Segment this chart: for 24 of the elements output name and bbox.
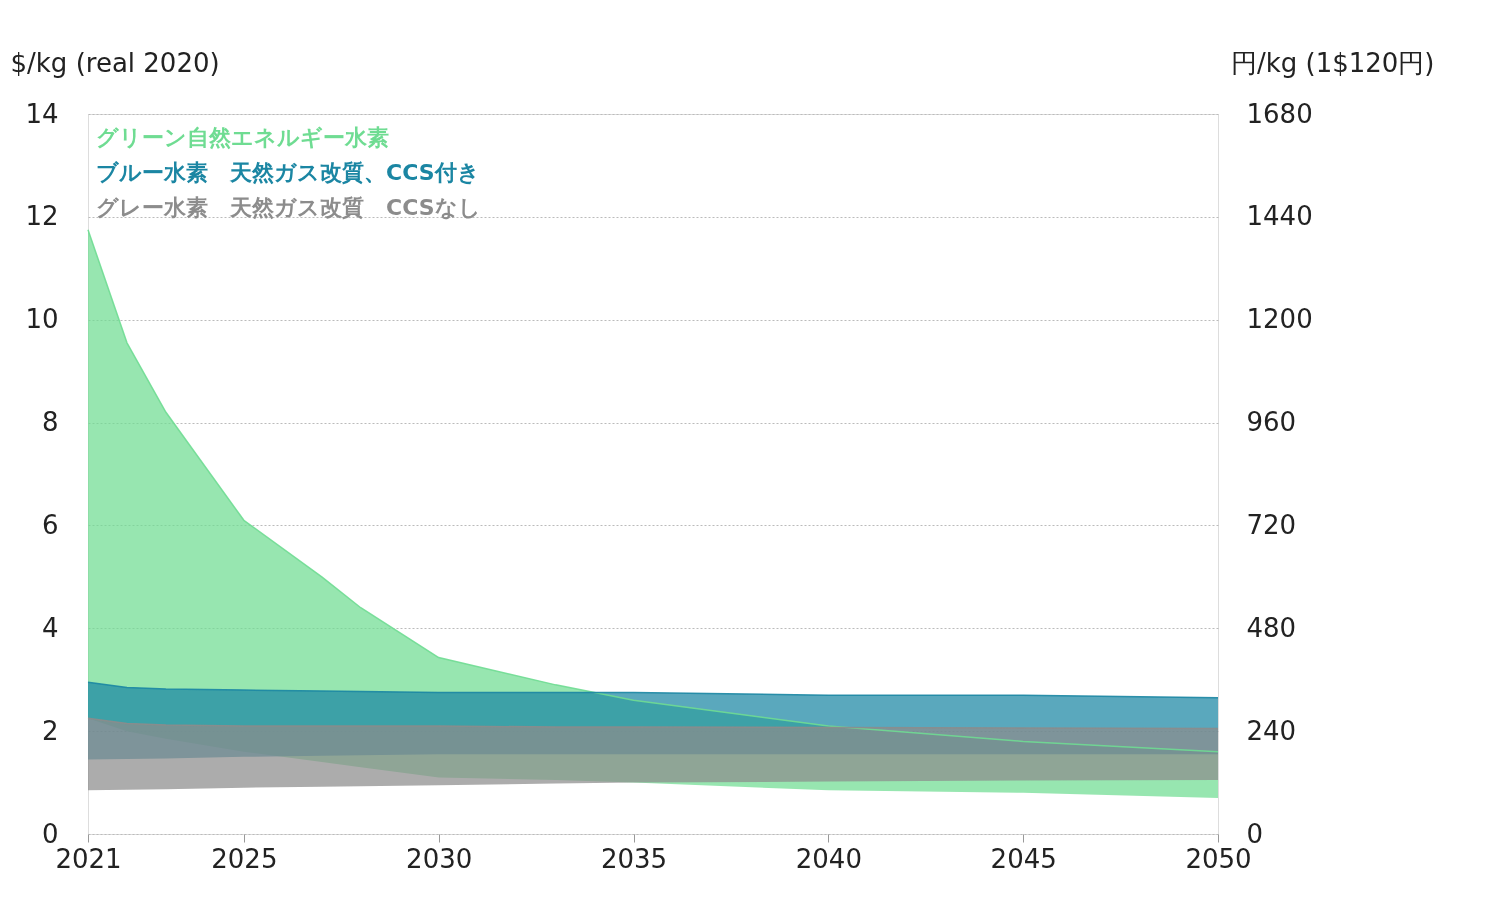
y2-tick-label: 1440 <box>1246 201 1313 232</box>
text: グリーン自然エネルギー水素 <box>96 125 389 150</box>
y2-tick-label: 240 <box>1246 715 1297 746</box>
y-tick-label: 4 <box>41 612 59 643</box>
y-tick-label: 6 <box>41 509 59 540</box>
x-tick-label: 2040 <box>795 843 862 874</box>
y2-tick-label: 1680 <box>1246 98 1313 129</box>
y-tick-label: 12 <box>25 201 59 232</box>
y2-tick-label: 480 <box>1246 612 1297 643</box>
y-tick-label: 8 <box>41 407 59 438</box>
y2-tick-label: 720 <box>1246 509 1297 540</box>
y-tick-label: 14 <box>25 98 59 129</box>
y-axis-title: $/kg (real 2020) <box>10 47 220 78</box>
y-tick-label: 2 <box>41 715 59 746</box>
x-tick-label: 2025 <box>211 843 278 874</box>
y2-tick-label: 960 <box>1246 407 1297 438</box>
x-tick-label: 2035 <box>600 843 668 874</box>
text: グレー水素 天然ガス改質 CCSなし <box>96 195 481 220</box>
y2-tick-label: 1200 <box>1246 304 1313 335</box>
y2-axis-title: 円/kg (1$120円) <box>1230 47 1435 78</box>
y-tick-label: 10 <box>25 304 59 335</box>
x-tick-label: 2045 <box>990 843 1057 874</box>
text: ブルー水素 天然ガス改質、CCS付き <box>96 160 480 185</box>
x-tick-label: 2030 <box>406 843 473 874</box>
